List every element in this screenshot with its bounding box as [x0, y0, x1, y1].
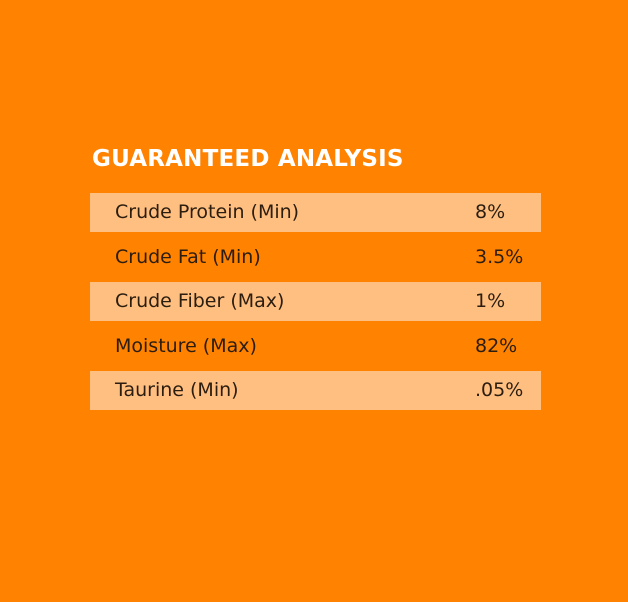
nutrient-value: 3.5% — [475, 245, 524, 268]
table-row: Crude Fat (Min) 3.5% — [90, 238, 541, 277]
table-row: Crude Protein (Min) 8% — [90, 193, 541, 232]
table-row: Taurine (Min) .05% — [90, 371, 541, 410]
title: GUARANTEED ANALYSIS — [92, 146, 404, 172]
nutrient-value: 1% — [475, 290, 506, 312]
nutrient-name: Crude Fiber (Max) — [115, 290, 285, 312]
nutrient-name: Moisture (Max) — [115, 334, 257, 357]
nutrient-name: Crude Fat (Min) — [115, 245, 261, 268]
nutrient-name: Crude Protein (Min) — [115, 201, 300, 223]
nutrient-value: .05% — [475, 379, 524, 401]
table-row: Moisture (Max) 82% — [90, 327, 541, 366]
table-row: Crude Fiber (Max) 1% — [90, 282, 541, 321]
nutrient-name: Taurine (Min) — [115, 379, 239, 401]
analysis-table: Crude Protein (Min) 8% Crude Fat (Min) 3.5%… — [90, 193, 541, 416]
nutrient-value: 82% — [475, 334, 518, 357]
nutrient-value: 8% — [475, 201, 506, 223]
